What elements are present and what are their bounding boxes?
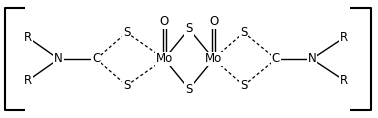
Text: S: S	[185, 22, 193, 35]
Text: Mo: Mo	[205, 53, 222, 65]
Text: S: S	[240, 79, 248, 92]
Text: C: C	[272, 53, 280, 65]
Text: S: S	[240, 26, 248, 39]
Text: O: O	[209, 15, 218, 28]
Text: N: N	[307, 53, 316, 65]
Text: R: R	[24, 74, 33, 87]
Text: S: S	[123, 79, 130, 92]
Text: Mo: Mo	[156, 53, 173, 65]
Text: R: R	[24, 31, 33, 44]
Text: S: S	[123, 26, 130, 39]
Text: C: C	[92, 53, 101, 65]
Text: O: O	[160, 15, 169, 28]
Text: N: N	[54, 53, 63, 65]
Text: R: R	[340, 31, 348, 44]
Text: R: R	[340, 74, 348, 87]
Text: S: S	[185, 83, 193, 96]
